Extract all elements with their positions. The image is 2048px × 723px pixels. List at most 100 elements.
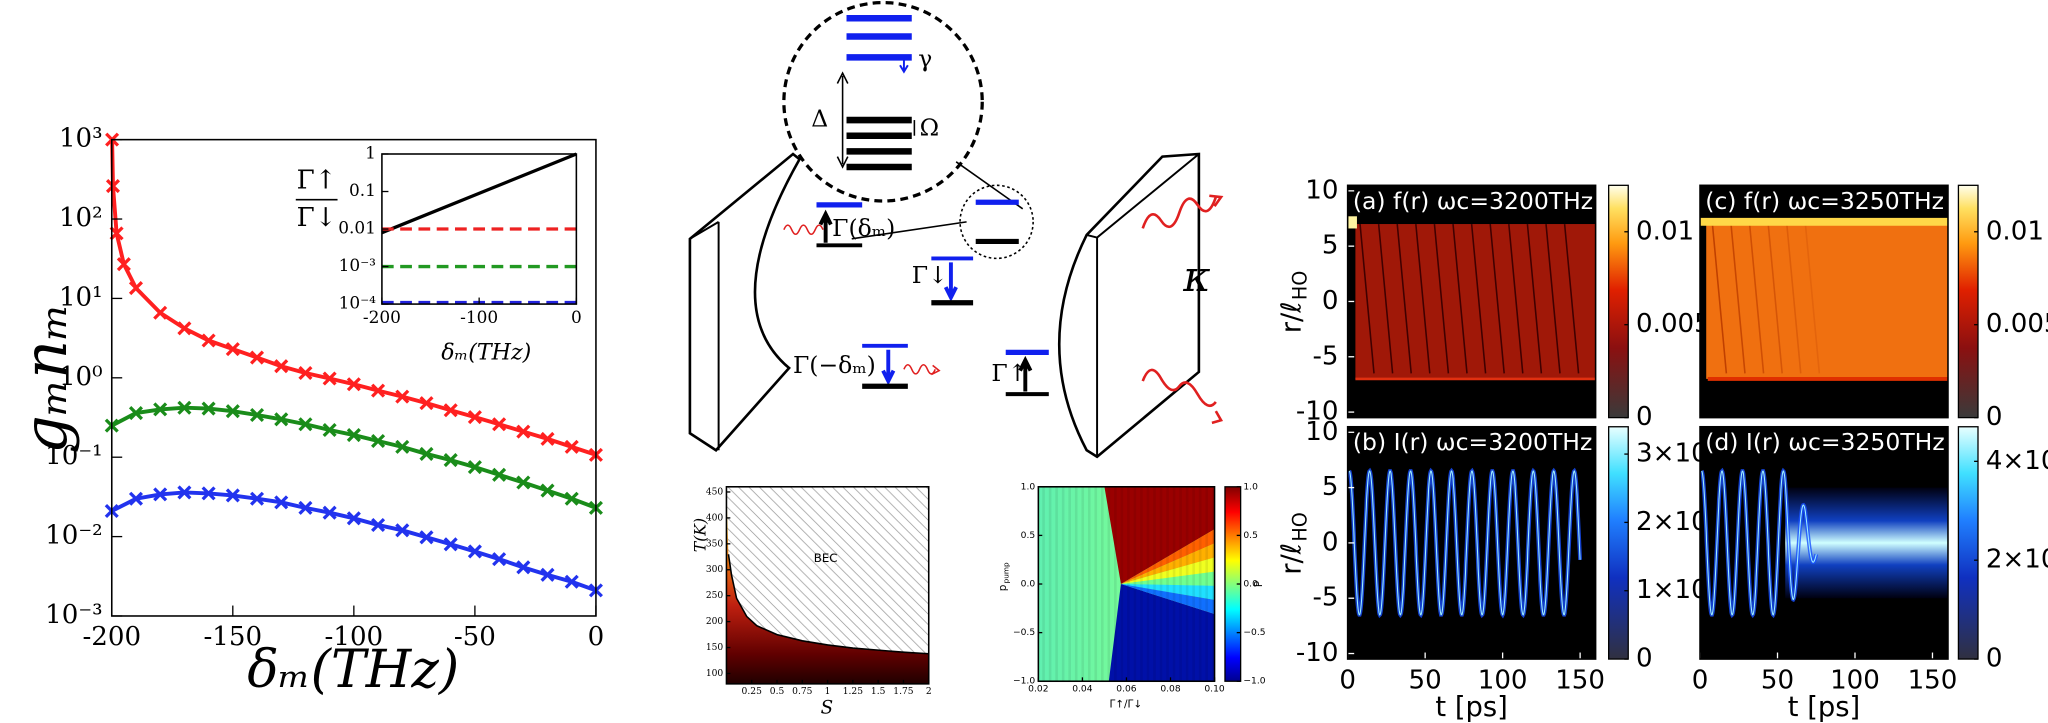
marker — [443, 403, 458, 418]
region — [1108, 584, 1215, 682]
marker — [298, 365, 313, 381]
delta-arrow — [836, 71, 849, 169]
marker — [492, 467, 507, 482]
y-tick-label: 100 — [706, 669, 724, 679]
annotation: BEC — [814, 551, 838, 565]
marker — [105, 179, 121, 194]
plot-frame — [1699, 425, 1949, 660]
marker — [540, 567, 555, 582]
x-tick-label: 100 — [1478, 666, 1528, 696]
y-tick-label: 250 — [706, 591, 724, 601]
streak — [1804, 223, 1821, 374]
streak — [1415, 223, 1431, 374]
gain-label: Γ(δₘ) — [832, 214, 895, 242]
y-tick-label: 0.0 — [1021, 580, 1036, 590]
marker — [395, 389, 410, 404]
colorbar — [1957, 184, 1979, 419]
y-tick-label: −0.5 — [1013, 628, 1035, 638]
marker — [225, 342, 240, 357]
x-axis-label: t [ps] — [1788, 692, 1860, 723]
colorbar-tick-label: 0.005 — [1986, 309, 2048, 339]
streak — [1359, 223, 1375, 374]
plot-frame — [1346, 184, 1597, 419]
y-tick-label: 200 — [706, 617, 724, 627]
x-tick-label: 0.5 — [770, 687, 785, 697]
x-tick-label: 0.06 — [1116, 685, 1137, 695]
marker — [177, 400, 192, 415]
y-tick-label: 450 — [706, 487, 724, 497]
density-band — [1355, 224, 1596, 379]
y-tick-label: -10 — [1296, 638, 1339, 668]
loss-levels — [862, 343, 908, 386]
y-tick-label: 1 — [365, 142, 376, 162]
panel: BEC 0.25 0.5 0.75 1 1.25 1.5 1.75 2 100 150 200 250 3… — [691, 486, 932, 719]
panel: (a) f(r) ωc=3200THz -10 -5 0 5 10 r/ℓHO 0 0.005 0… — [1276, 175, 1710, 432]
marker — [249, 350, 265, 365]
colorbar-label: P — [1253, 581, 1265, 587]
colorbar-tick-label: −0.5 — [1243, 628, 1265, 638]
marker — [395, 439, 410, 454]
marker — [201, 401, 216, 416]
down-levels — [931, 256, 974, 302]
series-line — [727, 554, 929, 655]
marker — [540, 431, 555, 446]
marker — [322, 422, 337, 438]
delta-label: Δ — [811, 105, 828, 133]
y-tick-label: 350 — [706, 539, 724, 549]
marker — [225, 404, 240, 419]
panel-title: (b) I(r) ωc=3200THz — [1353, 428, 1592, 456]
intensity-wave-core — [1701, 470, 1817, 616]
gain-wiggle — [783, 224, 824, 236]
omega-label: Ω — [920, 114, 939, 142]
streak — [1396, 223, 1412, 374]
plot-frame — [1037, 486, 1216, 683]
x-tick-label: -100 — [325, 622, 384, 652]
y-tick-label: 10 — [1305, 175, 1338, 205]
x-axis-label: δₘ(THz) — [441, 340, 531, 366]
panel: 0.02 0.04 0.06 0.08 0.10 −1.0 −0.5 0.0 0.5 1.0 Γ↑/… — [997, 482, 1266, 710]
marker — [467, 460, 482, 475]
colorbar-tick-label: 2×10⁵ — [1986, 545, 2048, 575]
y-tick-label: 0.5 — [1021, 531, 1036, 541]
streak — [1563, 223, 1580, 374]
marker — [201, 333, 216, 348]
colorbar-tick-label: −1.0 — [1243, 677, 1265, 687]
region — [1120, 571, 1215, 586]
streak — [1377, 223, 1394, 374]
emission-bottom — [1141, 368, 1224, 425]
streak — [1730, 223, 1746, 374]
x-axis-label: t [ps] — [1435, 692, 1507, 723]
marker — [443, 537, 458, 552]
right-mirror — [1057, 152, 1201, 459]
marker — [274, 412, 289, 427]
emission-top — [1141, 194, 1224, 229]
y-axis-label-main: r/ℓ — [1276, 543, 1307, 575]
hot-spot — [1347, 216, 1357, 229]
marker — [201, 486, 216, 501]
x-tick-label: -200 — [363, 307, 401, 327]
panel-title: (c) f(r) ωc=3250THz — [1705, 187, 1944, 215]
y-tick-label: -5 — [1312, 583, 1338, 613]
marker — [116, 257, 131, 272]
y-tick-label: −1.0 — [1013, 677, 1035, 687]
marker — [467, 544, 482, 559]
up-levels-low — [1005, 355, 1049, 397]
intensity-wave-core — [1348, 470, 1581, 616]
black-levels — [846, 116, 912, 171]
marker — [419, 530, 434, 545]
thermal-region — [726, 486, 929, 684]
y-tick-label: 0 — [1322, 286, 1339, 316]
streak — [1508, 223, 1524, 374]
left-mirror — [688, 152, 802, 452]
y-tick-label: 5 — [1322, 231, 1339, 261]
y-tick-label: 1.0 — [1021, 482, 1036, 492]
y-tick-label: 10⁻⁴ — [339, 293, 377, 313]
zoom-circle — [782, 0, 984, 203]
marker — [492, 552, 507, 567]
x-tick-label: 0 — [571, 307, 582, 327]
colorbar-tick-label: 0 — [1636, 644, 1653, 674]
marker — [298, 500, 313, 515]
panel: (d) I(r) ωc=3250THz 0 50 100 150 t [ps] 0 2×10⁵… — [1692, 425, 2048, 723]
plot-frame — [1699, 184, 1949, 419]
